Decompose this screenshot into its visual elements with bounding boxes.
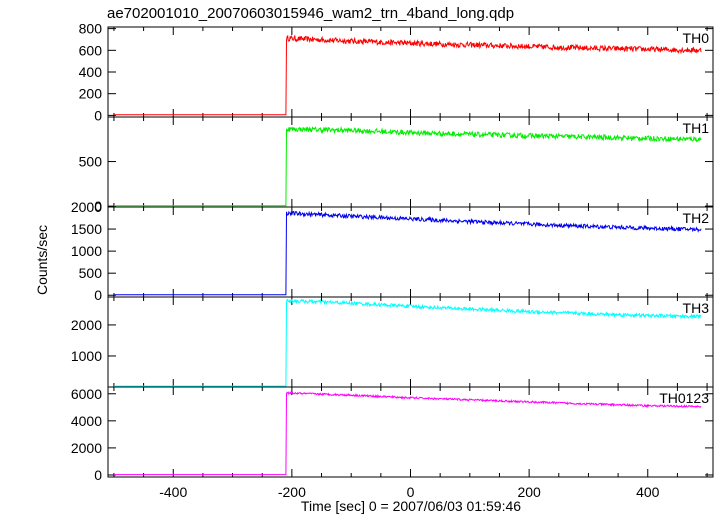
y-tick-label: 800 [79, 21, 103, 37]
x-tick-label: 200 [517, 484, 541, 500]
x-tick-label: -400 [159, 484, 187, 500]
series-line-th0123 [113, 390, 702, 476]
series-line-th0 [113, 34, 702, 116]
y-tick-label: 0 [94, 198, 102, 214]
y-tick-label: 0 [94, 107, 102, 123]
series-line-th3 [113, 298, 702, 387]
panel-frame [107, 386, 714, 478]
panel-th0: 0 200 400 600 800 TH0 [79, 21, 714, 123]
x-tick-label: -200 [278, 484, 306, 500]
series-label: TH3 [683, 300, 710, 316]
y-tick-label: 4000 [71, 413, 102, 429]
y-tick-label: 1000 [71, 243, 102, 259]
panel-frame [107, 296, 714, 388]
y-axis-label: Counts/sec [34, 225, 50, 295]
y-tick-label: 400 [79, 64, 103, 80]
y-tick-label: 6000 [71, 386, 102, 402]
x-axis-label: Time [sec] 0 = 2007/06/03 01:59:46 [301, 498, 521, 514]
y-tick-label: 1500 [71, 221, 102, 237]
y-tick-label: 0 [94, 467, 102, 483]
series-label: TH0123 [659, 390, 709, 406]
series-line-th1 [113, 125, 702, 207]
panel-frame [107, 206, 714, 298]
y-tick-label: 200 [79, 86, 103, 102]
y-tick-label: 2000 [71, 317, 102, 333]
x-tick-label: 0 [407, 484, 415, 500]
y-tick-label: 2000 [71, 440, 102, 456]
panel-th1: 0 500 TH1 [79, 116, 714, 214]
chart-title: ae702001010_20070603015946_wam2_trn_4ban… [107, 5, 514, 22]
panels-group: 0200400600800TH00500TH10500100015002000T… [71, 21, 714, 500]
y-tick-label: 500 [79, 154, 103, 170]
series-label: TH0 [683, 30, 710, 46]
panel-th0123: 0 2000 4000 6000 TH0123 [71, 386, 714, 483]
y-tick-label: 500 [79, 265, 103, 281]
y-tick-label: 0 [94, 287, 102, 303]
y-tick-label: 2000 [71, 199, 102, 215]
y-tick-label: 600 [79, 42, 103, 58]
x-tick-label: 400 [636, 484, 660, 500]
panel-frame [107, 26, 714, 118]
series-label: TH1 [683, 120, 710, 136]
panel-th2: 0 500 1000 1500 2000 TH2 [71, 199, 714, 303]
series-label: TH2 [683, 210, 710, 226]
series-line-th2 [113, 210, 702, 296]
panel-th3: 1000 2000 TH3 [71, 296, 714, 388]
y-tick-label: 1000 [71, 348, 102, 364]
